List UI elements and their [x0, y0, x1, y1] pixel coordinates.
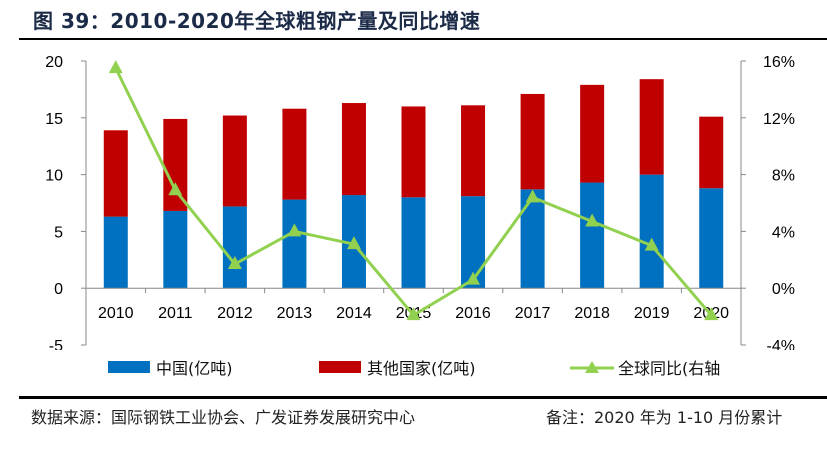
left-tick-label: 20 [45, 54, 63, 71]
right-tick-label: 0% [772, 281, 795, 298]
chart: -5 0 5 10 15 20 -4% 0% 4% 8% 12% 16% 2010 2011 2012 201… [45, 54, 795, 350]
bar-others [103, 130, 128, 217]
bar-china [222, 206, 247, 289]
growth-marker [287, 223, 302, 237]
growth-marker [227, 256, 242, 270]
title-divider [19, 38, 827, 40]
bar-others [520, 93, 545, 190]
footer-divider [19, 396, 827, 399]
legend-item-china: 中国(亿吨) [108, 355, 233, 379]
growth-marker [346, 236, 361, 250]
footer-source: 数据来源：国际钢铁工业协会、广发证券发展研究中心 [31, 408, 416, 427]
x-tick-label: 2011 [158, 305, 193, 322]
legend-label-china: 中国(亿吨) [156, 359, 233, 378]
bar-china [520, 189, 545, 289]
bar-china [163, 210, 188, 289]
bar-others [341, 103, 366, 196]
bar-china [580, 182, 605, 289]
legend-swatch-growth [570, 361, 614, 373]
left-tick-label: 15 [45, 111, 63, 128]
footer-note: 备注：2020 年为 1-10 月份累计 [546, 408, 783, 427]
legend-item-others: 其他国家(亿吨) [319, 355, 476, 379]
bar-others [699, 116, 724, 189]
x-tick-label: 2016 [455, 305, 491, 322]
chart-title: 图 39：2010-2020年全球粗钢产量及同比增速 [33, 9, 481, 33]
bar-china [639, 174, 664, 289]
bar-others [639, 79, 664, 175]
x-tick-label: 2018 [574, 305, 610, 322]
x-tick-label: 2012 [217, 305, 253, 322]
x-tick-label: 2013 [277, 305, 313, 322]
left-tick-label: -5 [49, 338, 63, 350]
bar-china [699, 188, 724, 289]
bar-others [580, 84, 605, 183]
legend-item-growth: 全球同比(右轴 [570, 355, 720, 379]
left-tick-label: 10 [45, 168, 63, 185]
growth-marker [644, 237, 659, 251]
left-tick-label: 5 [54, 224, 63, 241]
growth-marker [466, 271, 481, 285]
bar-others [282, 108, 307, 200]
growth-marker [406, 307, 421, 321]
growth-marker [585, 213, 600, 227]
legend-label-others: 其他国家(亿吨) [367, 359, 476, 378]
bar-china [282, 199, 307, 289]
right-tick-label: 12% [763, 111, 795, 128]
x-tick-label: 2019 [634, 305, 670, 322]
legend-swatch-china [108, 361, 150, 373]
x-tick-label: 2010 [98, 305, 134, 322]
growth-marker [168, 182, 183, 196]
right-tick-label: 8% [772, 168, 795, 185]
growth-marker [704, 307, 719, 321]
right-tick-label: 4% [772, 224, 795, 241]
right-tick-label: 16% [763, 54, 795, 71]
left-tick-label: 0 [54, 281, 63, 298]
bar-others [401, 106, 426, 198]
right-tick-label: -4% [767, 338, 795, 350]
x-tick-label: 2017 [515, 305, 551, 322]
x-tick-label: 2014 [336, 305, 372, 322]
bar-china [401, 197, 426, 289]
legend-label-growth: 全球同比(右轴 [618, 359, 721, 378]
legend-swatch-others [319, 361, 361, 373]
bar-others [461, 105, 486, 197]
growth-marker [525, 189, 540, 203]
growth-marker [108, 60, 123, 74]
bar-others [163, 118, 188, 211]
bar-others [222, 115, 247, 207]
bar-china [103, 216, 128, 289]
